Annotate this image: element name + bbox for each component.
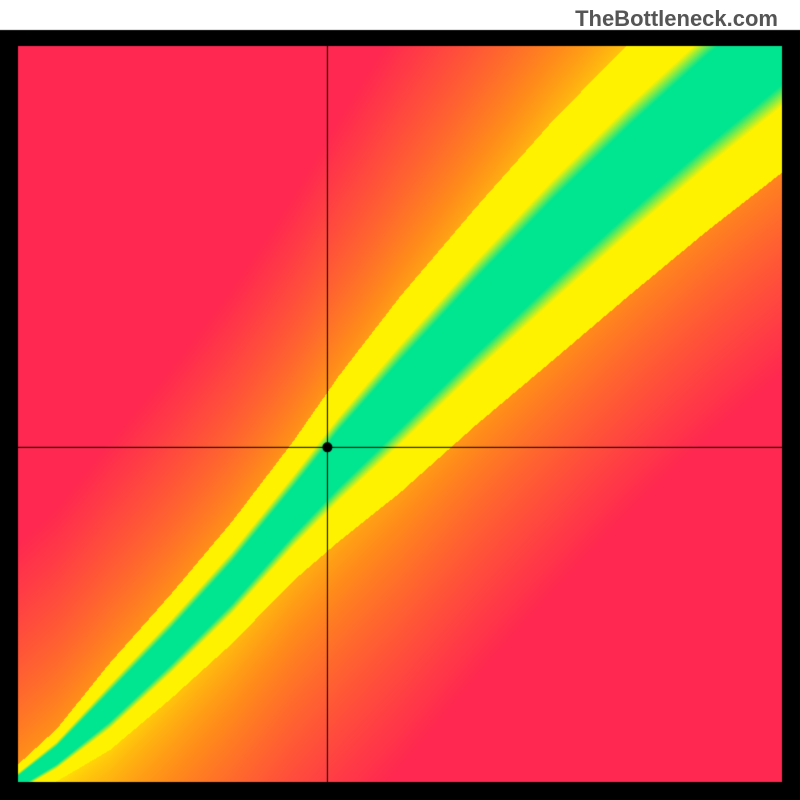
chart-container: TheBottleneck.com	[0, 0, 800, 800]
bottleneck-heatmap	[0, 0, 800, 800]
watermark-text: TheBottleneck.com	[575, 6, 778, 32]
